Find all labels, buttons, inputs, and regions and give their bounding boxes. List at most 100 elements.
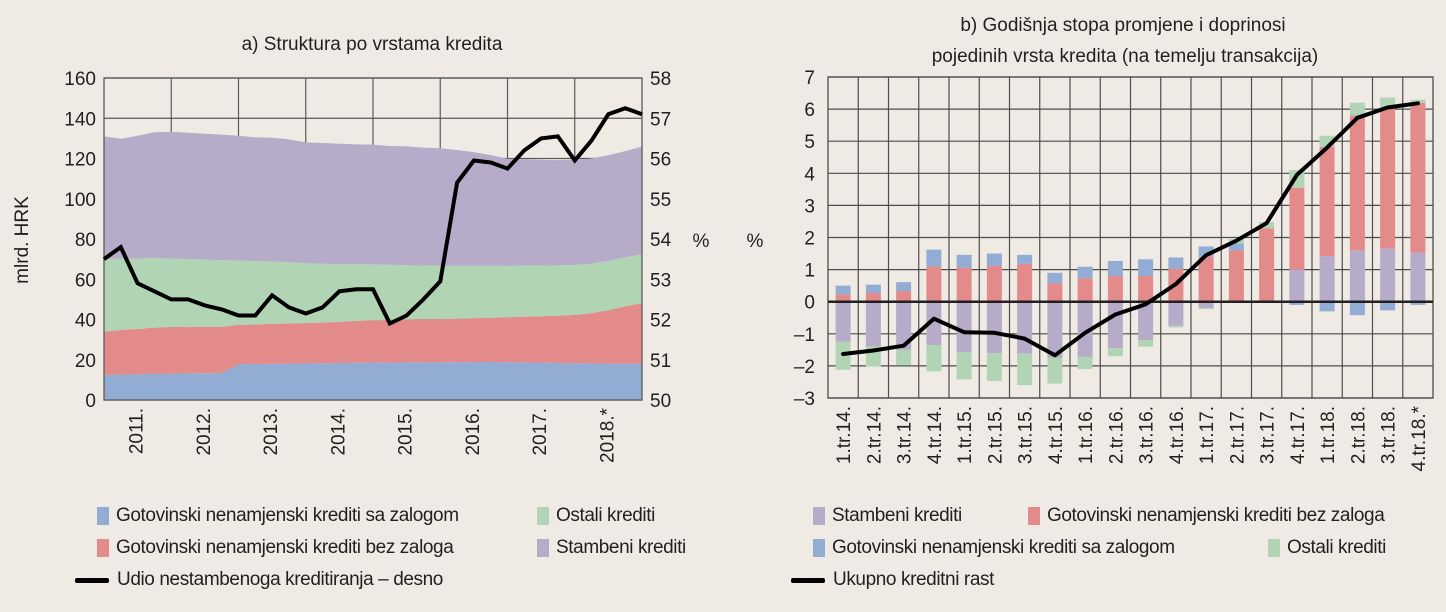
chart-a-y-tick-label: 100 xyxy=(64,190,96,211)
chart-b-plot-border xyxy=(827,76,1434,399)
legend-color-swatch xyxy=(97,507,109,525)
chart-a-y-tick-label: 160 xyxy=(64,69,96,90)
legend-color-swatch xyxy=(813,507,825,525)
bar-segment-purple xyxy=(986,301,1002,354)
chart-b-title-line-2: pojedinih vrsta kredita (na temelju tran… xyxy=(932,46,1319,67)
chart-b-x-tick-label: 4.tr.16. xyxy=(1167,406,1188,464)
chart-b-growth: b) Godišnja stopa promjene i doprinosi p… xyxy=(747,15,1434,472)
bar-segment-blue xyxy=(1077,266,1093,279)
chart-b-y-tick-label: –3 xyxy=(794,389,815,410)
bar-segment-blue xyxy=(896,282,912,292)
legend-color-swatch xyxy=(537,507,549,525)
chart-b-x-tick-label: 2.tr.16. xyxy=(1106,406,1127,464)
chart-a-title: a) Struktura po vrstama kredita xyxy=(242,34,503,55)
chart-b-y-tick-label: 1 xyxy=(804,261,815,282)
chart-b-x-tick-label: 2.tr.18. xyxy=(1348,406,1369,464)
chart-b-y-tick-label: 6 xyxy=(804,100,815,121)
chart-b-x-tick-label: 4.tr.15. xyxy=(1046,406,1067,464)
bar-segment-red xyxy=(1380,107,1396,249)
bar-segment-red xyxy=(1289,187,1305,270)
bar-segment-green xyxy=(1138,340,1154,347)
bar-segment-purple xyxy=(1289,269,1305,302)
bar-segment-green xyxy=(896,349,912,365)
bar-segment-red xyxy=(1138,276,1154,302)
bar-segment-blue xyxy=(1349,301,1365,316)
chart-a-x-tick-label: 2018.* xyxy=(597,407,618,463)
bar-segment-green xyxy=(1349,102,1365,116)
chart-b-title-line-1: b) Godišnja stopa promjene i doprinosi xyxy=(960,15,1285,36)
bar-segment-green xyxy=(1380,97,1396,108)
chart-b-y-tick-label: –1 xyxy=(794,325,815,346)
bar-segment-purple xyxy=(1047,301,1063,358)
bar-segment-blue xyxy=(926,249,942,267)
bar-segment-purple xyxy=(1017,301,1033,354)
chart-b-legend-item: Gotovinski nenamjenski krediti bez zalog… xyxy=(1028,505,1385,527)
chart-b-y-tick-label: 3 xyxy=(804,196,815,217)
chart-b-x-tick-label: 4.tr.14. xyxy=(925,406,946,464)
chart-a-x-tick-label: 2017. xyxy=(530,408,551,456)
chart-a-x-tick-label: 2014. xyxy=(328,408,349,456)
chart-b-legend-item: Ukupno kreditni rast xyxy=(791,569,994,591)
bar-segment-blue xyxy=(835,285,851,295)
chart-b-y-tick-label: 2 xyxy=(804,229,815,250)
chart-a-y2-tick-label: 58 xyxy=(650,69,671,90)
chart-b-legend-item: Ostali krediti xyxy=(1268,537,1386,559)
chart-b-x-tick-label: 3.tr.14. xyxy=(895,406,916,464)
legend-color-swatch xyxy=(97,539,109,557)
bar-segment-green xyxy=(1047,357,1063,384)
chart-b-x-tick-label: 3.tr.18. xyxy=(1379,406,1400,464)
bar-segment-blue xyxy=(1017,254,1033,264)
chart-a-y-tick-label: 40 xyxy=(75,311,96,332)
chart-b-x-tick-label: 2.tr.15. xyxy=(985,406,1006,464)
chart-b-x-tick-label: 3.tr.16. xyxy=(1137,406,1158,464)
chart-b-x-tick-label: 1.tr.18. xyxy=(1318,406,1339,464)
bar-segment-red xyxy=(1047,283,1063,302)
bar-segment-red xyxy=(926,266,942,302)
legend-label: Ostali krediti xyxy=(556,505,655,526)
chart-b-x-tick-label: 2.tr.14. xyxy=(864,406,885,464)
bar-segment-purple xyxy=(1198,301,1214,309)
chart-b-x-tick-label: 3.tr.17. xyxy=(1258,406,1279,464)
bar-segment-green xyxy=(1017,353,1033,386)
chart-a-x-tick-label: 2011. xyxy=(127,408,148,454)
legend-line-swatch xyxy=(791,577,825,583)
chart-a-y-tick-label: 80 xyxy=(75,230,96,251)
bar-segment-red xyxy=(986,265,1002,302)
bar-segment-green xyxy=(1319,135,1335,147)
legend-color-swatch xyxy=(1268,539,1280,557)
chart-b-y-axis-label: % xyxy=(747,231,764,252)
chart-b-x-tick-label: 3.tr.15. xyxy=(1016,406,1037,464)
chart-a-y-tick-label: 140 xyxy=(64,109,96,130)
bar-segment-red xyxy=(956,267,972,302)
chart-b-legend: Stambeni krediti Gotovinski nenamjenski k… xyxy=(723,500,1446,612)
chart-b-x-tick-label: 1.tr.16. xyxy=(1076,406,1097,464)
bar-segment-blue xyxy=(1138,259,1154,277)
bar-segment-blue xyxy=(986,253,1002,266)
chart-a-x-tick-label: 2013. xyxy=(261,408,282,456)
legend-label: Ostali krediti xyxy=(1287,537,1386,558)
bar-segment-green xyxy=(926,345,942,372)
legend-label: Gotovinski nenamjenski krediti sa zalogo… xyxy=(832,537,1175,558)
chart-b-x-tick-label: 2.tr.17. xyxy=(1227,406,1248,464)
chart-b-legend-item: Gotovinski nenamjenski krediti sa zalogo… xyxy=(813,537,1175,559)
chart-b-y-tick-label: 0 xyxy=(804,293,815,314)
bar-segment-purple xyxy=(1410,252,1426,302)
chart-a-y-tick-label: 20 xyxy=(75,351,96,372)
chart-a-y-tick-label: 0 xyxy=(85,391,96,412)
bar-segment-purple xyxy=(865,301,881,347)
chart-b-y-tick-label: 5 xyxy=(804,132,815,153)
chart-a-y2-axis-label: % xyxy=(693,231,710,252)
chart-a-x-tick-label: 2016. xyxy=(463,408,484,456)
bar-segment-purple xyxy=(1107,301,1123,349)
bar-segment-blue xyxy=(1198,246,1214,257)
chart-a-x-tick-label: 2012. xyxy=(194,408,215,456)
legend-label: Stambeni krediti xyxy=(832,505,962,526)
chart-a-x-tick-label: 2015. xyxy=(396,408,417,456)
chart-a-y2-tick-label: 56 xyxy=(650,150,671,171)
bar-segment-blue xyxy=(1168,257,1184,269)
bar-segment-purple xyxy=(835,301,851,342)
bar-segment-green xyxy=(1198,308,1214,310)
chart-a-y-tick-label: 120 xyxy=(64,150,96,171)
bar-segment-purple xyxy=(1349,250,1365,302)
bar-segment-blue xyxy=(956,254,972,268)
